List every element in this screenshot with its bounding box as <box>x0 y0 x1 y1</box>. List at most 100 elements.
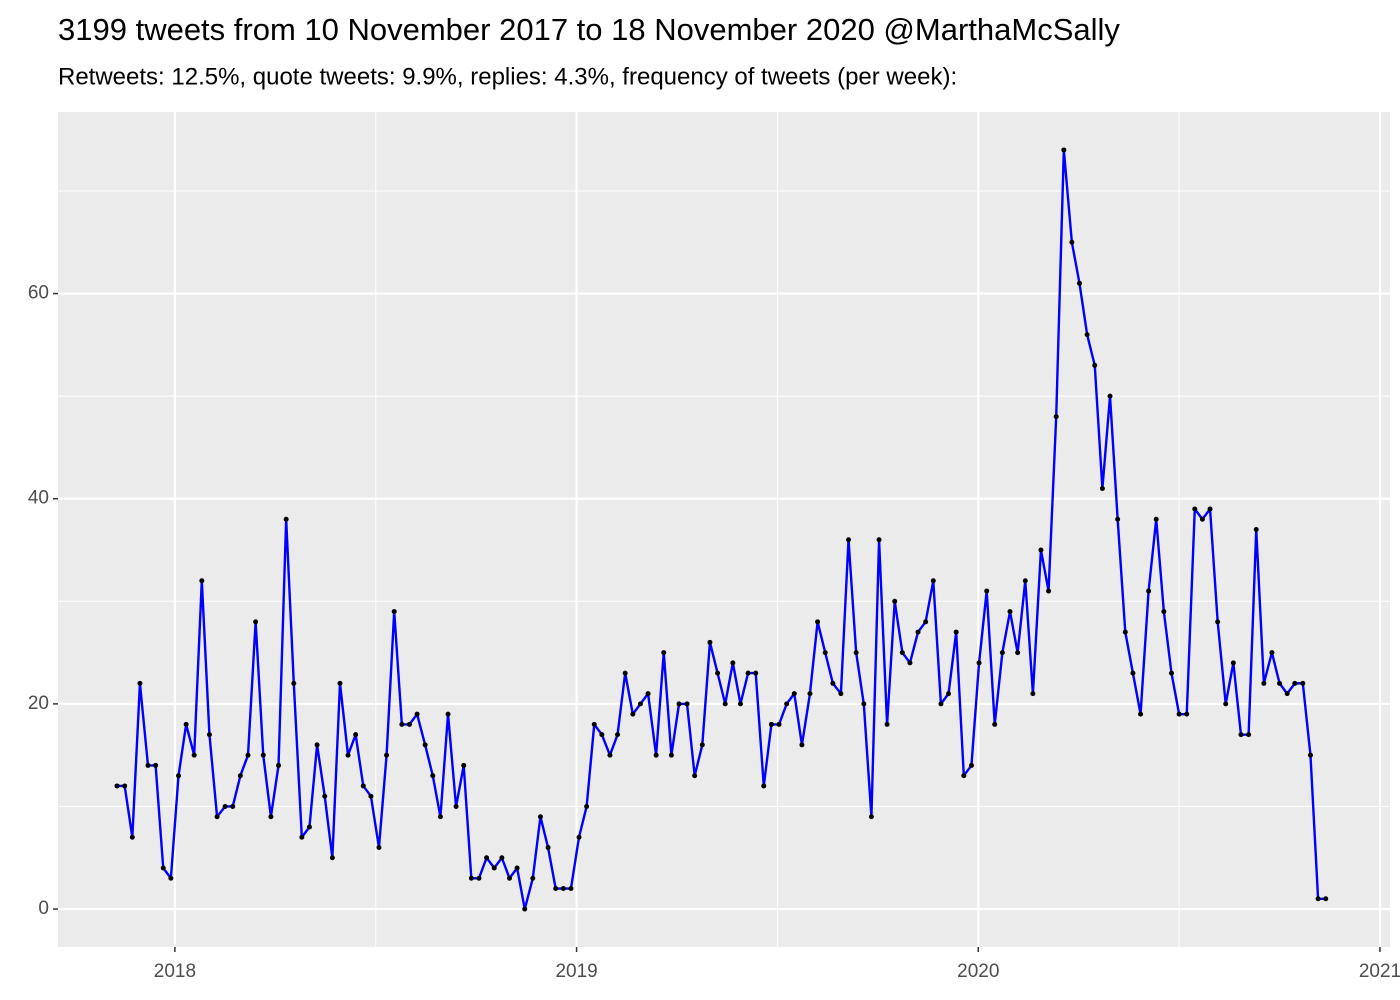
data-point <box>191 752 197 758</box>
data-point <box>1176 711 1182 717</box>
data-line <box>117 148 1326 911</box>
data-point <box>868 814 874 820</box>
data-point <box>923 619 929 625</box>
data-point <box>1277 680 1283 686</box>
data-point <box>1138 711 1144 717</box>
data-point <box>745 670 751 676</box>
data-point <box>268 814 274 820</box>
data-point <box>1215 619 1221 625</box>
plot-panel <box>58 112 1390 947</box>
data-point <box>968 762 974 768</box>
data-point <box>399 721 405 727</box>
data-point <box>1076 280 1082 286</box>
data-point <box>1022 578 1028 584</box>
data-point <box>1238 732 1244 738</box>
x-tick-label: 2019 <box>555 961 597 982</box>
data-point <box>715 670 721 676</box>
data-point <box>214 814 220 820</box>
data-point <box>584 803 590 809</box>
data-point <box>892 598 898 604</box>
data-point <box>807 691 813 697</box>
data-point <box>322 793 328 799</box>
data-point <box>145 762 151 768</box>
data-point <box>329 855 335 861</box>
data-point <box>1307 752 1313 758</box>
data-point <box>1092 362 1098 368</box>
data-point <box>1030 691 1036 697</box>
data-point <box>168 875 174 881</box>
data-point <box>1107 393 1113 399</box>
data-point <box>799 742 805 748</box>
data-point <box>1223 701 1229 707</box>
data-point <box>137 680 143 686</box>
data-point <box>376 844 382 850</box>
data-point <box>445 711 451 717</box>
data-point <box>476 875 482 881</box>
data-point <box>1269 650 1275 656</box>
data-point <box>784 701 790 707</box>
data-point <box>699 742 705 748</box>
x-tick-label: 2020 <box>957 961 999 982</box>
data-point <box>607 752 613 758</box>
data-point <box>484 855 490 861</box>
data-point <box>514 865 520 871</box>
data-point <box>345 752 351 758</box>
data-point <box>645 691 651 697</box>
data-point <box>884 721 890 727</box>
data-point <box>230 803 236 809</box>
data-point <box>1253 527 1259 532</box>
data-point <box>615 732 621 738</box>
data-point <box>406 721 412 727</box>
data-point <box>846 537 852 543</box>
data-point <box>260 752 266 758</box>
data-point <box>253 619 259 625</box>
data-point <box>753 670 759 676</box>
data-point <box>899 650 905 656</box>
data-point <box>1053 414 1059 420</box>
data-point <box>1084 332 1090 338</box>
data-point <box>1061 147 1067 153</box>
data-point <box>637 701 643 707</box>
data-point <box>522 906 528 912</box>
data-point <box>276 762 282 768</box>
data-point <box>976 660 982 666</box>
data-point <box>737 701 743 707</box>
data-point <box>707 639 713 645</box>
data-point <box>206 732 212 738</box>
data-point <box>353 732 359 738</box>
data-point <box>692 773 698 779</box>
data-point <box>499 855 505 861</box>
data-point <box>661 650 667 656</box>
data-point <box>722 701 728 707</box>
data-point <box>306 824 312 830</box>
data-point <box>553 886 559 892</box>
data-point <box>160 865 166 871</box>
data-point <box>992 721 998 727</box>
data-point <box>283 516 289 522</box>
data-point <box>576 834 582 840</box>
data-point <box>953 629 959 635</box>
data-point <box>222 803 228 809</box>
data-point <box>776 721 782 727</box>
data-point <box>876 537 882 543</box>
data-point <box>961 773 967 779</box>
data-point <box>946 691 952 697</box>
data-point <box>1038 547 1044 553</box>
data-point <box>853 650 859 656</box>
data-point <box>907 660 913 666</box>
data-point <box>468 875 474 881</box>
chart-subtitle: Retweets: 12.5%, quote tweets: 9.9%, rep… <box>58 63 957 90</box>
data-point <box>999 650 1005 656</box>
data-point <box>861 701 867 707</box>
data-point <box>360 783 366 789</box>
data-point <box>129 834 135 840</box>
data-point <box>568 886 574 892</box>
data-point <box>391 609 397 615</box>
data-point <box>1284 691 1290 697</box>
data-point <box>122 783 128 789</box>
data-point <box>291 680 297 686</box>
data-point <box>430 773 436 779</box>
data-point <box>530 875 536 881</box>
x-tick-label: 2021 <box>1359 961 1400 982</box>
